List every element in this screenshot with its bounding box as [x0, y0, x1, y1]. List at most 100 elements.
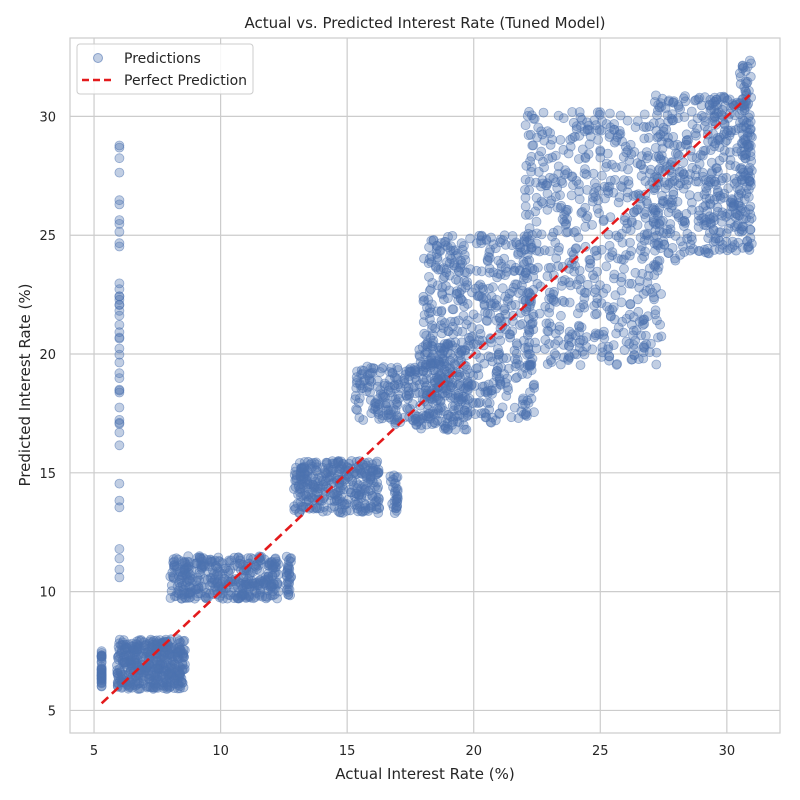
prediction-point [726, 125, 737, 136]
prediction-point [114, 226, 125, 237]
prediction-point [352, 405, 363, 416]
prediction-point [679, 112, 690, 122]
prediction-point [453, 295, 464, 306]
prediction-point [445, 411, 456, 422]
prediction-point [311, 465, 322, 476]
prediction-point [96, 671, 107, 682]
prediction-point [440, 236, 451, 247]
prediction-point [635, 232, 646, 243]
prediction-point [185, 589, 196, 599]
prediction-point [639, 318, 650, 329]
x-tick-label: 30 [719, 744, 736, 759]
prediction-point [654, 255, 665, 266]
prediction-point [556, 280, 567, 291]
prediction-point [564, 341, 574, 352]
prediction-point [464, 393, 475, 404]
prediction-point [114, 349, 125, 360]
prediction-point [540, 301, 551, 312]
prediction-point [389, 380, 400, 391]
prediction-point [171, 561, 182, 572]
prediction-point [531, 216, 542, 227]
prediction-point [421, 410, 431, 421]
y-tick-label: 25 [39, 229, 56, 244]
prediction-point [680, 91, 690, 101]
prediction-point [665, 228, 675, 239]
prediction-point [742, 235, 753, 246]
prediction-point [114, 195, 125, 206]
prediction-point [225, 565, 236, 575]
prediction-point [366, 408, 377, 419]
prediction-point [538, 107, 549, 118]
prediction-point [420, 385, 431, 396]
prediction-point [618, 327, 629, 338]
prediction-point [235, 554, 246, 564]
prediction-point [152, 638, 163, 649]
prediction-point [495, 335, 506, 346]
prediction-point [660, 183, 671, 194]
prediction-point [555, 134, 566, 145]
prediction-point [322, 457, 333, 468]
y-tick-label: 5 [48, 704, 56, 719]
prediction-point [507, 240, 517, 251]
prediction-point [577, 346, 588, 357]
prediction-point [650, 305, 661, 316]
prediction-point [253, 580, 264, 590]
prediction-point [589, 300, 600, 311]
prediction-point [479, 381, 490, 392]
prediction-point [577, 206, 588, 217]
prediction-point [739, 142, 750, 153]
prediction-point [670, 253, 680, 264]
prediction-point [592, 203, 603, 214]
prediction-point [359, 484, 370, 495]
prediction-point [181, 563, 192, 573]
prediction-point [114, 572, 125, 583]
prediction-point [169, 652, 180, 662]
prediction-point [447, 304, 458, 315]
prediction-point [659, 239, 670, 250]
prediction-point [114, 305, 125, 316]
prediction-point [511, 348, 522, 359]
prediction-point [692, 123, 702, 134]
prediction-point [150, 670, 161, 680]
prediction-point [391, 483, 402, 494]
prediction-point [634, 276, 645, 286]
prediction-point [578, 299, 589, 310]
prediction-point [181, 560, 192, 570]
prediction-point [542, 204, 553, 215]
prediction-point [624, 250, 635, 261]
prediction-point [351, 383, 362, 393]
prediction-point [450, 316, 460, 327]
prediction-point [737, 175, 747, 186]
prediction-point [608, 340, 619, 351]
prediction-point [608, 302, 619, 313]
prediction-point [550, 191, 561, 202]
prediction-point [636, 170, 647, 181]
prediction-point [502, 296, 513, 307]
prediction-point [127, 651, 138, 662]
prediction-point [114, 241, 125, 252]
prediction-point [745, 224, 756, 235]
prediction-point [663, 137, 673, 148]
prediction-point [628, 330, 638, 341]
prediction-point [523, 398, 534, 408]
prediction-point [616, 228, 627, 239]
prediction-point [638, 121, 649, 132]
prediction-point [114, 544, 125, 554]
prediction-point [640, 246, 650, 257]
prediction-point [567, 329, 577, 340]
prediction-point [176, 676, 187, 687]
prediction-point [329, 501, 340, 512]
prediction-point [710, 233, 721, 244]
prediction-point [691, 95, 701, 105]
prediction-point [663, 194, 673, 205]
prediction-point [96, 651, 107, 662]
prediction-point [553, 168, 564, 179]
prediction-point [163, 670, 174, 680]
prediction-point [542, 188, 553, 199]
prediction-point [590, 328, 601, 339]
prediction-point [241, 581, 252, 592]
prediction-point [373, 482, 384, 493]
prediction-point [673, 100, 684, 110]
prediction-point [522, 273, 532, 284]
prediction-point [604, 351, 614, 362]
